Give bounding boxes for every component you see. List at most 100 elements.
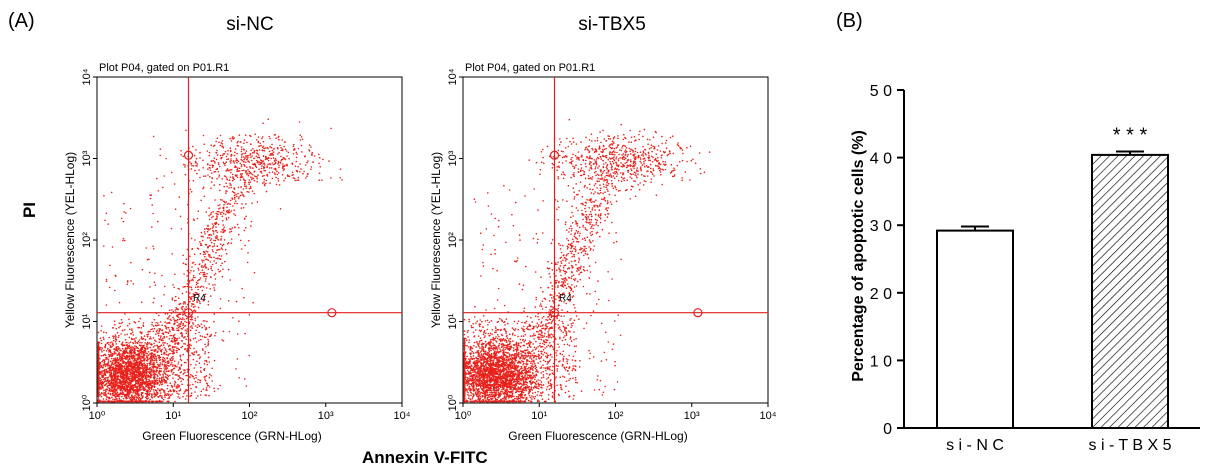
event-point [164,372,166,375]
event-point [100,355,103,357]
event-point [104,400,107,403]
event-point [159,348,161,350]
event-point [166,387,169,390]
event-point [504,348,507,351]
event-point [137,377,140,380]
event-point [167,390,170,393]
event-point [171,362,173,364]
event-point [497,391,500,394]
event-point [536,394,539,396]
event-point [159,392,162,394]
event-point [166,393,169,395]
event-point [195,377,197,379]
event-point [168,365,170,367]
event-point [140,332,143,335]
event-point [167,353,170,356]
event-point [151,365,153,368]
event-point [145,396,147,399]
event-point [155,361,158,364]
plot-title-si-tbx5: si-TBX5 [578,14,646,35]
event-point [143,335,146,337]
event-point [100,395,103,398]
event-point [151,358,154,361]
event-point [512,347,515,349]
event-point [190,387,192,390]
event-point [160,335,162,337]
event-point [486,319,489,322]
event-point [110,380,113,382]
event-point [190,394,193,397]
event-point [103,331,105,334]
event-point [117,336,120,339]
event-point [162,356,164,359]
event-point [111,362,113,365]
scatter-points [463,118,711,403]
event-point [480,347,483,349]
event-point [99,373,102,376]
event-point [123,329,126,331]
event-point [167,378,169,381]
event-point [180,359,183,362]
event-point [132,391,134,394]
event-point [539,394,541,397]
event-point [107,392,110,395]
event-point [181,378,183,380]
event-point [159,362,162,364]
event-point [146,333,148,336]
event-point [159,367,161,370]
event-point [164,361,167,364]
event-point [125,398,127,400]
event-point [153,342,155,345]
event-point [485,332,487,335]
scatter-points [97,118,343,403]
event-point [116,391,119,394]
event-point [468,395,470,397]
event-point [134,394,136,397]
event-point [114,340,117,343]
flow-plot-si-tbx5: Plot P04, gated on P01.R1 Green Fluoresc… [429,62,777,443]
event-point [496,337,499,340]
event-point [505,332,507,335]
event-point [157,388,159,390]
event-point [135,345,138,348]
event-point [138,398,140,401]
plot-title-si-nc: si-NC [226,14,274,35]
event-point [117,395,120,398]
event-point [114,337,117,339]
event-point [118,361,120,363]
event-point [546,363,548,365]
event-point [104,365,107,368]
event-point [151,360,153,362]
event-point [122,398,125,400]
event-point [470,355,472,358]
event-point [160,353,163,356]
event-point [177,383,179,386]
panel-label-b: (B) [836,10,863,32]
event-point [165,382,168,384]
event-point [146,381,149,383]
event-point [103,349,105,352]
event-point [124,338,127,341]
panel-label-a: (A) [8,10,35,32]
event-point [101,370,104,373]
event-point [473,341,476,344]
event-point [463,318,466,321]
event-point [111,392,114,395]
event-point [489,339,492,341]
event-point [498,347,500,349]
event-point [111,357,113,360]
event-point [541,377,543,379]
event-point [161,348,163,351]
event-point [103,338,105,341]
event-point [121,377,123,380]
event-point [151,372,153,374]
event-point [146,355,148,357]
event-point [154,359,156,362]
event-point [475,387,477,390]
event-point [161,396,163,399]
event-point [110,386,113,389]
event-point [193,377,195,380]
event-point [111,396,113,399]
flow-plot-si-nc: Plot P04, gated on P01.R1 Green Fluoresc… [63,62,411,443]
event-point [111,341,113,343]
